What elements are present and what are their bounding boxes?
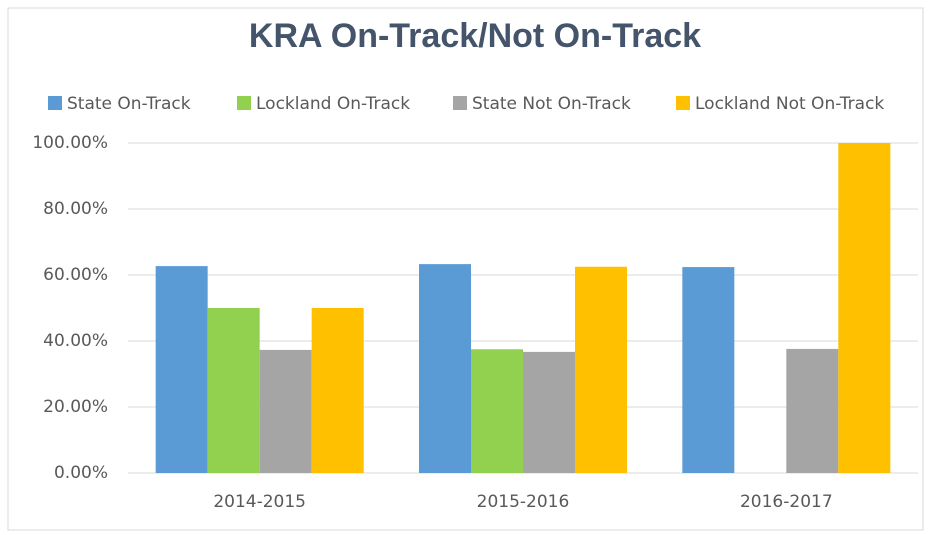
legend-label: Lockland Not On-Track [695, 94, 884, 114]
bar [682, 267, 735, 473]
x-tick-label: 2016-2017 [740, 492, 833, 512]
x-tick-label: 2015-2016 [477, 492, 570, 512]
y-tick-label: 100.00% [32, 133, 108, 153]
bar [155, 266, 208, 473]
legend-swatch [453, 96, 467, 110]
bar [207, 308, 260, 473]
legend-label: Lockland On-Track [256, 94, 410, 114]
bar [311, 308, 364, 473]
x-tick-label: 2014-2015 [213, 492, 306, 512]
bar [259, 349, 312, 473]
legend-swatch [48, 96, 62, 110]
bar [419, 264, 471, 473]
y-tick-label: 0.00% [54, 463, 108, 483]
bar [838, 143, 891, 473]
bar [471, 349, 523, 473]
legend-label: State On-Track [67, 94, 191, 114]
legend-swatch [237, 96, 251, 110]
y-tick-label: 80.00% [43, 199, 108, 219]
bar [786, 348, 839, 473]
legend-label: State Not On-Track [472, 94, 631, 114]
bar [523, 351, 575, 473]
y-tick-label: 40.00% [43, 331, 108, 351]
y-tick-label: 20.00% [43, 397, 108, 417]
chart-title: KRA On-Track/Not On-Track [249, 17, 701, 55]
y-tick-label: 60.00% [43, 265, 108, 285]
legend-swatch [676, 96, 690, 110]
bar [575, 266, 627, 473]
